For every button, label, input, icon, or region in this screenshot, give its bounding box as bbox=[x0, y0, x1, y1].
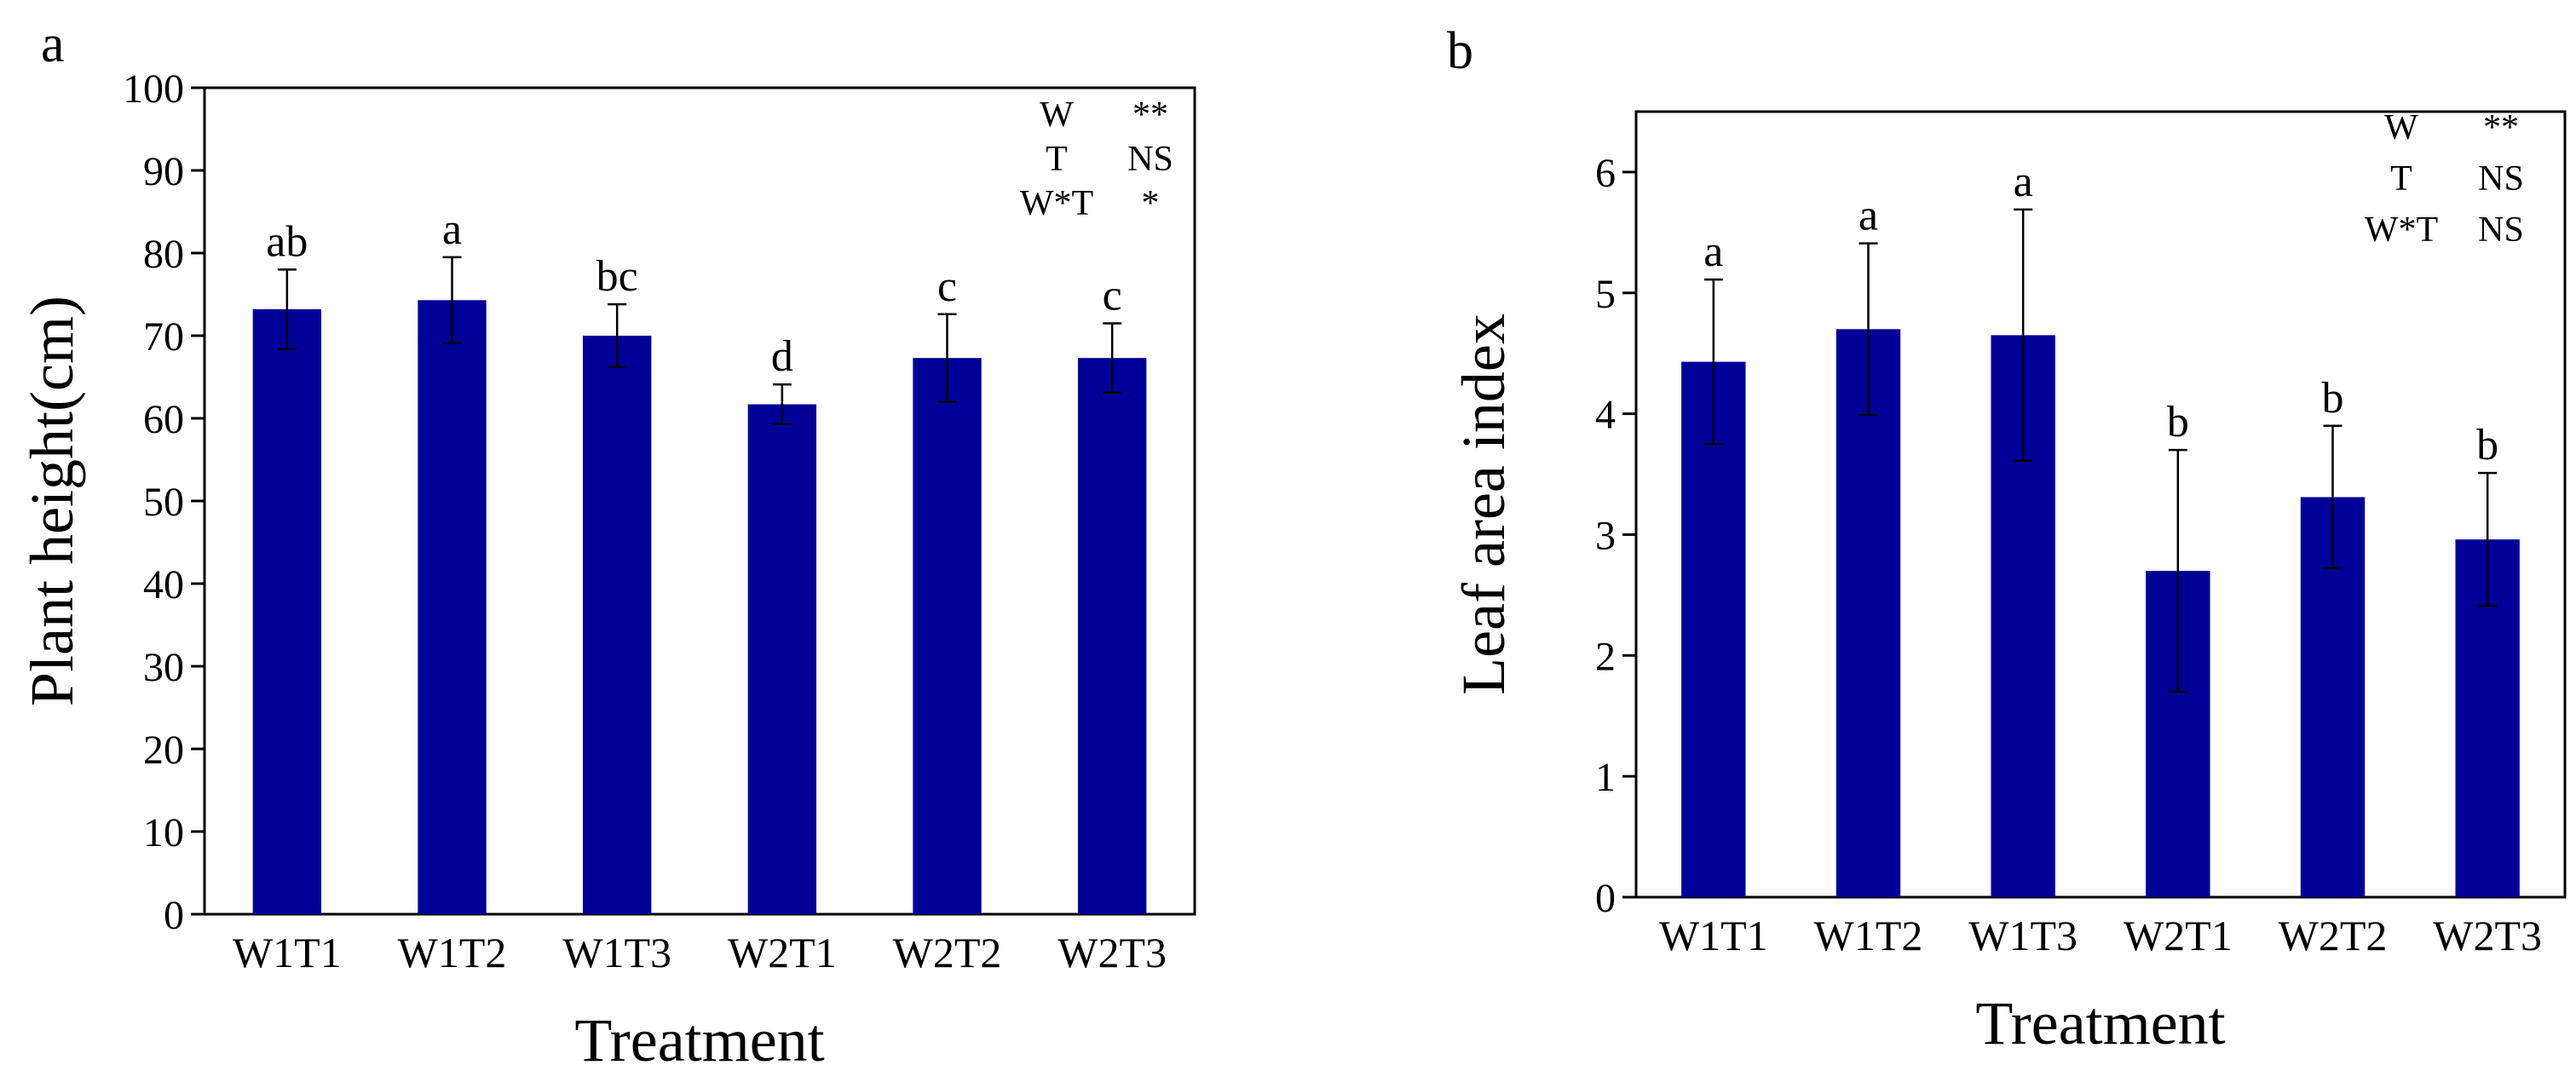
panel-label: b bbox=[1447, 22, 1473, 80]
bar-w2t1 bbox=[747, 404, 817, 914]
x-tick-label: W1T3 bbox=[562, 929, 671, 976]
bar-w1t2 bbox=[418, 300, 487, 914]
x-tick-label: W2T2 bbox=[2279, 912, 2388, 959]
significance-letter: ab bbox=[266, 217, 308, 266]
significance-letter: bc bbox=[596, 252, 638, 301]
bar-w1t1 bbox=[1681, 361, 1746, 897]
y-tick-label: 2 bbox=[1595, 634, 1616, 679]
bar-w2t2 bbox=[913, 358, 982, 914]
significance-letter: b bbox=[2167, 398, 2189, 446]
y-tick-label: 50 bbox=[143, 480, 184, 525]
anova-result: ** bbox=[2483, 108, 2519, 147]
x-tick-label: W1T1 bbox=[1659, 912, 1768, 959]
anova-factor: W bbox=[2384, 108, 2418, 147]
chart-panel-b: b 0 1 2 3 4 5 6 Leaf area index a W1T1 a W1T2 a W1T3 b W… bbox=[1447, 22, 2567, 1057]
bar-w1t3 bbox=[582, 336, 652, 914]
significance-letter: c bbox=[1103, 271, 1122, 319]
anova-result: ** bbox=[1132, 95, 1168, 135]
x-tick-label: W1T2 bbox=[1814, 912, 1923, 959]
significance-letter: d bbox=[771, 332, 793, 381]
x-tick-label: W1T2 bbox=[398, 929, 507, 976]
bar-w1t2 bbox=[1835, 329, 1901, 897]
y-tick-label: 60 bbox=[143, 397, 184, 442]
y-tick-label: 3 bbox=[1595, 513, 1616, 558]
y-tick-label: 1 bbox=[1595, 755, 1616, 800]
y-tick-label: 100 bbox=[123, 66, 184, 112]
significance-letter: c bbox=[937, 262, 957, 311]
anova-result: * bbox=[1142, 184, 1160, 223]
significance-letter: a bbox=[442, 205, 462, 254]
anova-factor: W bbox=[1040, 95, 1074, 135]
significance-letter: a bbox=[2014, 158, 2033, 206]
anova-result: NS bbox=[2478, 210, 2524, 250]
y-tick-label: 5 bbox=[1595, 272, 1616, 317]
x-tick-label: W2T1 bbox=[2124, 912, 2233, 959]
anova-result: NS bbox=[2478, 159, 2524, 199]
y-tick-label: 30 bbox=[143, 645, 184, 690]
significance-letter: a bbox=[1859, 192, 1878, 240]
x-tick-label: W2T2 bbox=[893, 929, 1002, 976]
y-axis-label: Leaf area index bbox=[1449, 314, 1518, 695]
x-axis-label: Treatment bbox=[574, 1006, 824, 1074]
y-tick-label: 10 bbox=[143, 810, 184, 855]
bar-w2t3 bbox=[1077, 358, 1147, 914]
anova-result: NS bbox=[1127, 140, 1173, 179]
anova-factor: W*T bbox=[2365, 210, 2438, 250]
x-tick-label: W2T1 bbox=[728, 929, 837, 976]
y-axis-label: Plant height(cm) bbox=[18, 296, 86, 706]
x-tick-label: W2T3 bbox=[1057, 929, 1167, 976]
y-tick-label: 80 bbox=[143, 232, 184, 277]
anova-factor: T bbox=[2390, 159, 2412, 199]
bar-w1t1 bbox=[252, 308, 322, 915]
x-axis-label: Treatment bbox=[1975, 989, 2225, 1057]
y-tick-label: 70 bbox=[143, 314, 184, 360]
anova-factor: T bbox=[1046, 140, 1068, 179]
significance-letter: b bbox=[2476, 421, 2498, 469]
panel-label: a bbox=[41, 15, 65, 73]
x-tick-label: W2T3 bbox=[2433, 912, 2542, 959]
chart-panel-a: a 0 10 20 30 40 50 60 70 80 90 100 Plant height(cm) a… bbox=[18, 15, 1196, 1074]
y-tick-label: 4 bbox=[1595, 393, 1616, 438]
significance-letter: a bbox=[1703, 227, 1723, 276]
x-tick-label: W1T1 bbox=[233, 929, 342, 976]
y-tick-label: 90 bbox=[143, 149, 184, 194]
y-tick-label: 0 bbox=[164, 893, 184, 938]
plot-frame bbox=[1634, 110, 2567, 899]
significance-letter: b bbox=[2322, 374, 2344, 423]
y-tick-label: 20 bbox=[143, 728, 184, 773]
anova-factor: W*T bbox=[1020, 184, 1093, 223]
x-tick-label: W1T3 bbox=[1968, 912, 2078, 959]
y-tick-label: 0 bbox=[1595, 876, 1616, 921]
y-tick-label: 6 bbox=[1595, 151, 1616, 196]
y-tick-label: 40 bbox=[143, 562, 184, 607]
